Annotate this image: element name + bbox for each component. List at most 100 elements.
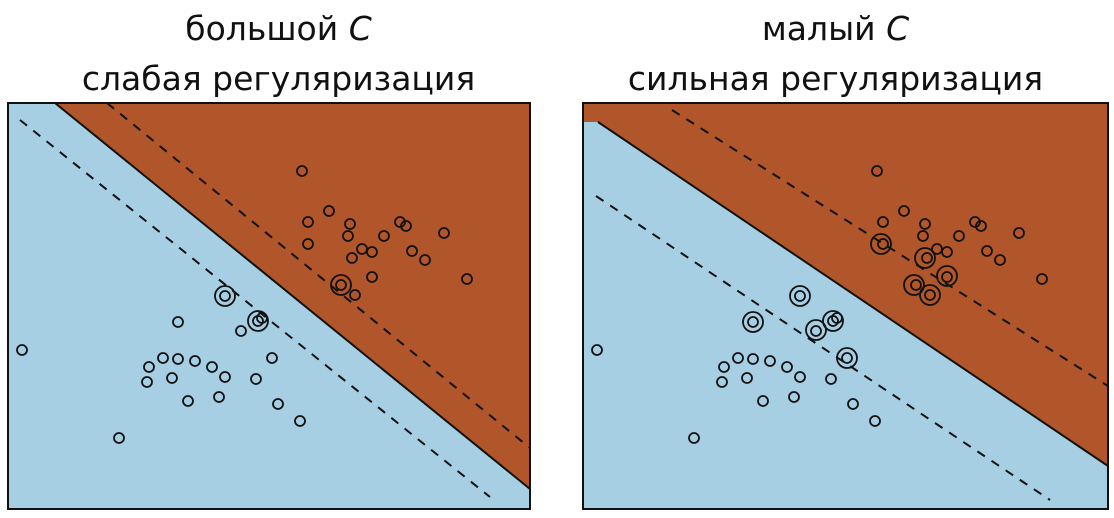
data-point <box>810 325 822 337</box>
data-point <box>394 216 406 228</box>
data-point <box>366 246 378 258</box>
plot-frame <box>7 102 531 510</box>
support-vector-ring <box>742 311 764 333</box>
data-points <box>16 165 473 444</box>
margin-lower <box>595 195 1051 501</box>
support-vector-ring <box>936 265 958 287</box>
data-point <box>794 371 806 383</box>
data-point <box>975 220 987 232</box>
data-point <box>953 230 965 242</box>
panel-title-line2: слабая регуляризация <box>81 59 476 98</box>
support-vectors <box>214 274 352 332</box>
data-point <box>871 165 883 177</box>
data-point <box>941 246 953 258</box>
data-point <box>981 245 993 257</box>
data-point <box>869 415 881 427</box>
panel-title-line1: малый C <box>761 9 910 48</box>
data-point <box>378 230 390 242</box>
data-point <box>877 216 889 228</box>
data-point <box>1013 227 1025 239</box>
support-vector-ring <box>805 319 827 341</box>
data-point <box>206 361 218 373</box>
data-point <box>764 355 776 367</box>
support-vector-ring <box>214 285 236 307</box>
data-point <box>825 373 837 385</box>
data-point <box>941 271 953 283</box>
data-point <box>732 352 744 364</box>
data-point <box>16 344 28 356</box>
support-vector-ring <box>836 347 858 369</box>
data-point <box>346 252 358 264</box>
support-vector-ring <box>919 284 941 306</box>
support-vectors <box>742 233 958 369</box>
data-point <box>219 290 231 302</box>
data-point <box>302 238 314 250</box>
data-point <box>294 415 306 427</box>
support-vector-ring <box>330 274 352 296</box>
data-point <box>296 165 308 177</box>
data-point <box>335 279 347 291</box>
support-vector-ring <box>247 310 269 332</box>
data-point <box>272 398 284 410</box>
data-point <box>157 352 169 364</box>
data-point <box>143 361 155 373</box>
data-point <box>461 273 473 285</box>
data-point <box>757 395 769 407</box>
panel-title-line2: сильная регуляризация <box>627 59 1044 98</box>
decision-boundary <box>54 103 530 490</box>
data-point <box>172 353 184 365</box>
data-point <box>113 432 125 444</box>
data-point <box>747 316 759 328</box>
data-point <box>688 432 700 444</box>
panel-title-line1: большой C <box>185 9 372 48</box>
margin-upper <box>106 103 530 449</box>
panel-small-c: малый C сильная регуляризация <box>557 0 1114 518</box>
data-point <box>189 355 201 367</box>
data-point <box>716 376 728 388</box>
data-point <box>219 371 231 383</box>
data-point <box>841 352 853 364</box>
data-point <box>969 216 981 228</box>
data-point <box>994 254 1006 266</box>
data-point <box>419 254 431 266</box>
support-vector-ring <box>789 285 811 307</box>
data-point <box>910 279 922 291</box>
data-point <box>182 395 194 407</box>
data-point <box>718 361 730 373</box>
decision-boundary <box>597 121 1108 467</box>
region-upper <box>583 103 1108 509</box>
data-point <box>898 205 910 217</box>
data-point <box>741 372 753 384</box>
data-point <box>877 238 889 250</box>
data-point <box>349 289 361 301</box>
c-parameter: C <box>886 9 910 48</box>
data-point <box>344 218 356 230</box>
data-point <box>1036 273 1048 285</box>
data-point <box>213 391 225 403</box>
data-point <box>266 352 278 364</box>
data-point <box>794 290 806 302</box>
support-vector-ring <box>903 274 925 296</box>
data-point <box>788 391 800 403</box>
data-point <box>921 252 933 264</box>
support-vector-ring <box>822 310 844 332</box>
data-point <box>781 361 793 373</box>
data-point <box>166 372 178 384</box>
c-parameter: C <box>348 9 372 48</box>
data-point <box>366 271 378 283</box>
support-vector-ring <box>914 247 936 269</box>
data-point <box>406 245 418 257</box>
data-point <box>172 316 184 328</box>
region-upper <box>8 103 530 509</box>
panel-large-c: большой C слабая регуляризация <box>81 9 476 98</box>
data-point <box>591 344 603 356</box>
data-point <box>438 227 450 239</box>
data-point <box>917 230 929 242</box>
data-point <box>747 353 759 365</box>
data-point <box>400 220 412 232</box>
data-point <box>141 376 153 388</box>
data-point <box>342 230 354 242</box>
data-point <box>919 218 931 230</box>
support-vector-ring <box>870 233 892 255</box>
